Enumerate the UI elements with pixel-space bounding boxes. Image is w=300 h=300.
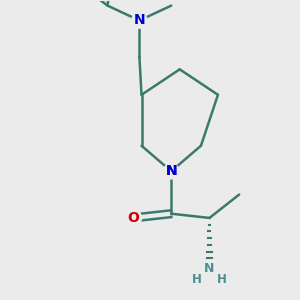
Circle shape bbox=[124, 209, 142, 226]
Circle shape bbox=[164, 164, 179, 179]
Text: N: N bbox=[165, 164, 177, 178]
Circle shape bbox=[132, 13, 147, 28]
Text: H: H bbox=[192, 273, 202, 286]
Text: N: N bbox=[165, 164, 177, 178]
Text: H: H bbox=[217, 273, 227, 286]
Text: N: N bbox=[134, 14, 145, 28]
Text: O: O bbox=[127, 211, 139, 225]
Text: N: N bbox=[204, 262, 214, 275]
